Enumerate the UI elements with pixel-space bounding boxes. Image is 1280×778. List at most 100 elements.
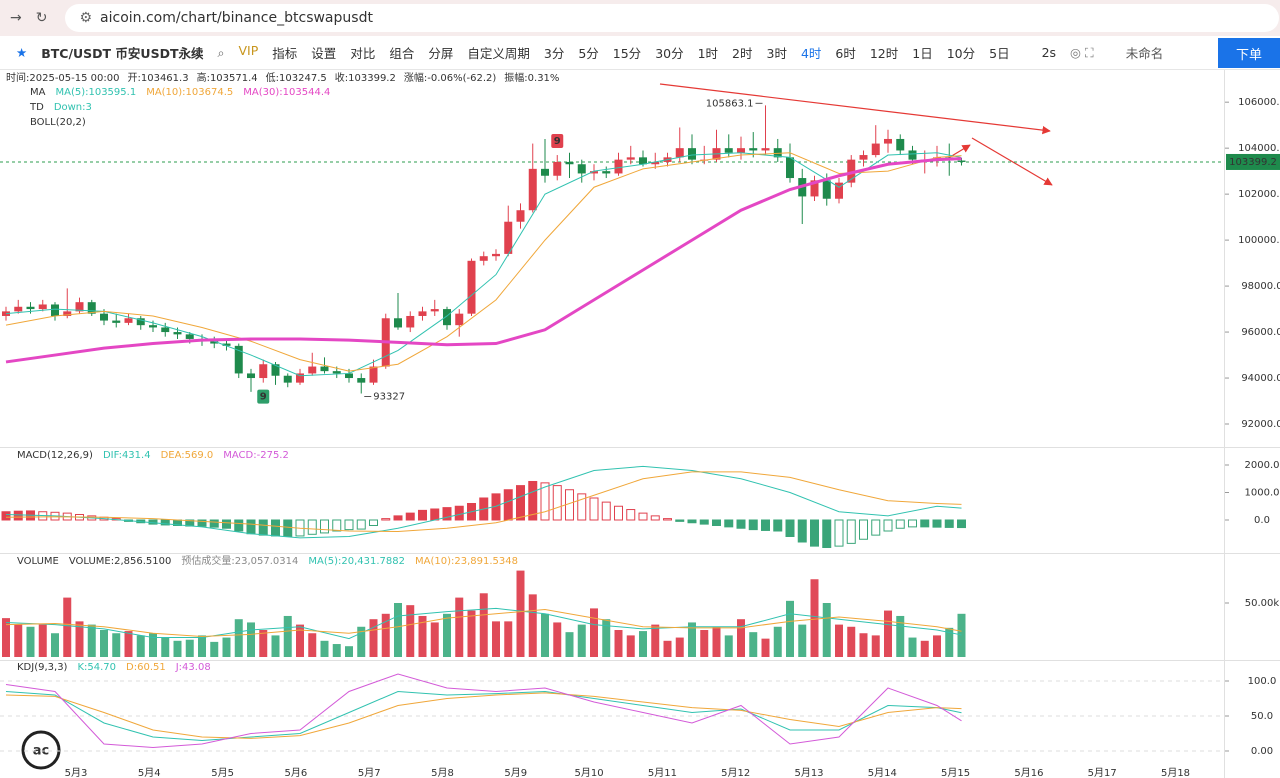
volume-bar bbox=[565, 632, 574, 657]
volume-bar bbox=[381, 613, 390, 657]
macd-bar bbox=[797, 519, 807, 543]
x-tick-label: 5月11 bbox=[648, 767, 677, 778]
period[interactable]: 2时 bbox=[732, 46, 753, 61]
x-tick-label: 5月15 bbox=[941, 767, 970, 778]
volume-bar bbox=[198, 635, 206, 657]
candle-body bbox=[553, 161, 562, 176]
period[interactable]: 1日 bbox=[912, 46, 933, 61]
panel-separator bbox=[0, 447, 1280, 448]
volume-bar bbox=[369, 619, 378, 657]
volume-bar bbox=[308, 633, 317, 657]
legend: VOLUME VOLUME:2,856.5100 预估成交量:23,057.0314… bbox=[17, 554, 518, 567]
symbol[interactable]: BTC/USDT 币安USDT永续 bbox=[41, 46, 204, 61]
period[interactable]: 1时 bbox=[697, 46, 719, 61]
candle-body bbox=[810, 180, 819, 197]
macd-bar bbox=[957, 519, 966, 529]
volume-bar bbox=[234, 619, 243, 657]
td-marker bbox=[551, 134, 564, 149]
period[interactable]: 5日 bbox=[989, 46, 1010, 61]
candle-body bbox=[724, 148, 733, 153]
tool[interactable]: 指标 bbox=[272, 46, 298, 61]
macd-bar bbox=[871, 519, 881, 536]
volume-bar bbox=[455, 597, 464, 657]
macd-bar bbox=[356, 519, 366, 530]
order-button[interactable]: 下单 bbox=[1218, 38, 1280, 68]
candle-body bbox=[271, 364, 280, 376]
volume-bar bbox=[773, 626, 782, 657]
period[interactable]: 10分 bbox=[946, 46, 976, 61]
legend-item: MACD:-275.2 bbox=[223, 450, 289, 461]
legend-item: MACD(12,26,9) bbox=[17, 450, 93, 461]
address-field[interactable]: ⚙ aicoin.com/chart/binance_btcswapusdt bbox=[65, 4, 1280, 32]
volume-bar bbox=[847, 626, 856, 657]
candle-body bbox=[51, 304, 59, 316]
candle-body bbox=[357, 378, 366, 383]
volume-bar bbox=[908, 637, 917, 657]
macd-bar bbox=[638, 512, 648, 521]
y-tick-label: 102000.0 bbox=[1238, 189, 1280, 200]
candle-body bbox=[112, 320, 121, 323]
volume-bar bbox=[87, 624, 96, 657]
y-tick-label: 94000.0 bbox=[1241, 373, 1280, 384]
logo[interactable] bbox=[21, 730, 61, 770]
candle-body bbox=[541, 168, 549, 176]
candle-body bbox=[369, 366, 378, 383]
indicator-line bbox=[5, 608, 962, 637]
chart: ac 时间:2025-05-15 00:00 开:103461.3 高:103571… bbox=[0, 70, 1280, 778]
period[interactable]: 15分 bbox=[612, 46, 642, 61]
volume-bar bbox=[100, 630, 108, 657]
volume-bar bbox=[541, 613, 549, 657]
candle-body bbox=[516, 210, 525, 222]
period[interactable]: 5分 bbox=[578, 46, 599, 61]
x-tick-label: 5月17 bbox=[1088, 767, 1117, 778]
tools: VIP 指标 设置 对比 组合 分屏 bbox=[239, 43, 468, 62]
low-annotation: 93327 bbox=[373, 392, 405, 403]
macd-bar bbox=[418, 509, 427, 521]
volume-bar bbox=[357, 626, 366, 657]
y-tick-label: 50.0 bbox=[1251, 711, 1273, 722]
volume-bar bbox=[786, 600, 794, 657]
macd-bar bbox=[209, 519, 219, 528]
custom-period[interactable]: 自定义周期 bbox=[467, 46, 530, 61]
volume-bar bbox=[443, 613, 451, 657]
macd-bar bbox=[393, 515, 403, 521]
candle-body bbox=[455, 313, 464, 326]
period[interactable]: 4时 bbox=[800, 46, 822, 61]
volume-bar bbox=[602, 619, 611, 657]
info-item: 时间:2025-05-15 00:00 bbox=[6, 71, 119, 84]
x-tick-label: 5月4 bbox=[138, 767, 161, 778]
candle-body bbox=[479, 256, 488, 261]
reload-button[interactable]: ↻ bbox=[35, 10, 48, 26]
info-line: 时间:2025-05-15 00:00 开:103461.3 高:103571.4 低… bbox=[6, 71, 559, 84]
indicator-line bbox=[5, 465, 962, 539]
td-marker-label: 9 bbox=[554, 136, 561, 147]
tool[interactable]: 设置 bbox=[311, 46, 337, 61]
volume-bar bbox=[920, 640, 929, 657]
macd-bar bbox=[307, 519, 317, 535]
info-item: 高:103571.4 bbox=[197, 71, 258, 84]
macd-bar bbox=[332, 519, 342, 532]
volume-bar bbox=[945, 627, 954, 657]
tool[interactable]: VIP bbox=[238, 43, 259, 58]
volume-bar bbox=[761, 638, 770, 657]
macd-bar bbox=[944, 519, 954, 528]
volume-bar bbox=[149, 633, 157, 657]
toolbar: ★ BTC/USDT 币安USDT永续 ⌕ VIP 指标 设置 对比 组合 分屏 自定义周期… bbox=[0, 36, 1280, 70]
macd-bar bbox=[589, 497, 599, 521]
period[interactable]: 12时 bbox=[869, 46, 899, 61]
tool[interactable]: 分屏 bbox=[428, 46, 454, 61]
period[interactable]: 30分 bbox=[655, 46, 684, 61]
volume-bar bbox=[516, 570, 525, 657]
legend-item: MA(5):103595.1 bbox=[55, 87, 136, 98]
period[interactable]: 3时 bbox=[766, 46, 787, 61]
volume-bar bbox=[320, 640, 329, 657]
legend-item: 预估成交量:23,057.0314 bbox=[181, 554, 298, 567]
tool[interactable]: 组合 bbox=[389, 46, 415, 61]
tool[interactable]: 对比 bbox=[350, 46, 376, 61]
forward-button[interactable]: → bbox=[10, 10, 22, 26]
macd-bar bbox=[197, 519, 207, 527]
layout-name[interactable]: 未命名 bbox=[1125, 46, 1164, 61]
refresh[interactable]: 2s bbox=[1041, 45, 1057, 60]
period[interactable]: 3分 bbox=[543, 46, 565, 61]
period[interactable]: 6时 bbox=[835, 46, 856, 61]
